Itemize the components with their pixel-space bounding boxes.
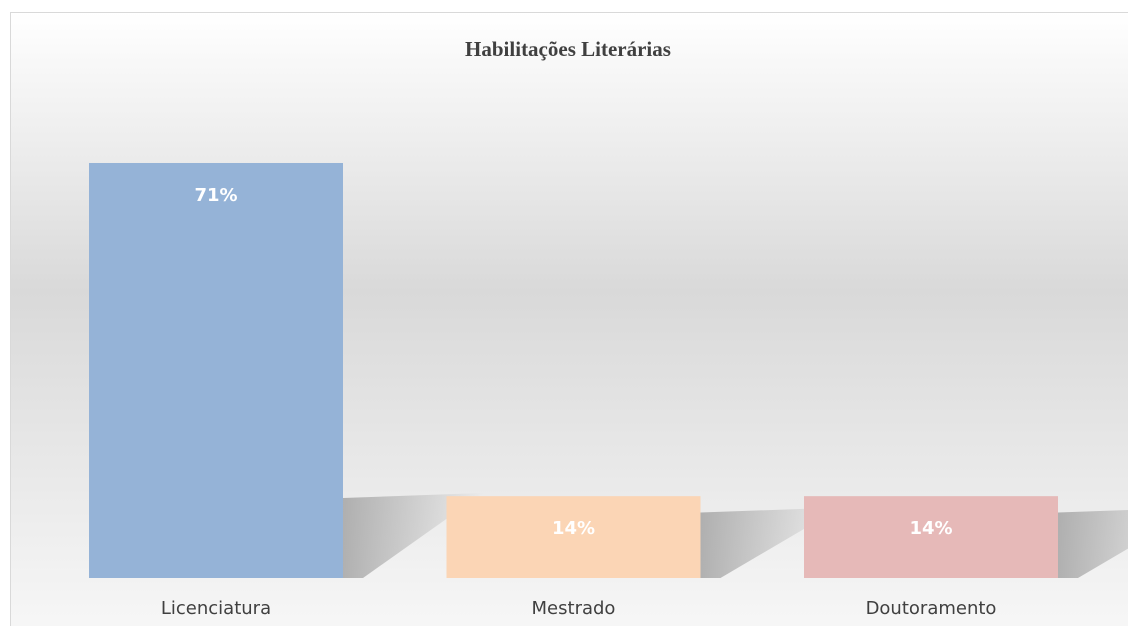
bar xyxy=(804,496,1058,578)
data-label: 14% xyxy=(552,518,595,539)
chart-title: Habilitações Literárias xyxy=(465,37,671,61)
bar-shadow xyxy=(1058,510,1128,578)
x-tick-label: Mestrado xyxy=(532,598,616,619)
x-tick-label: Licenciatura xyxy=(161,598,271,619)
data-label: 71% xyxy=(194,185,237,206)
bar xyxy=(446,496,701,578)
x-tick-label: Doutoramento xyxy=(866,598,997,619)
bar xyxy=(89,163,343,578)
data-label: 14% xyxy=(909,518,952,539)
